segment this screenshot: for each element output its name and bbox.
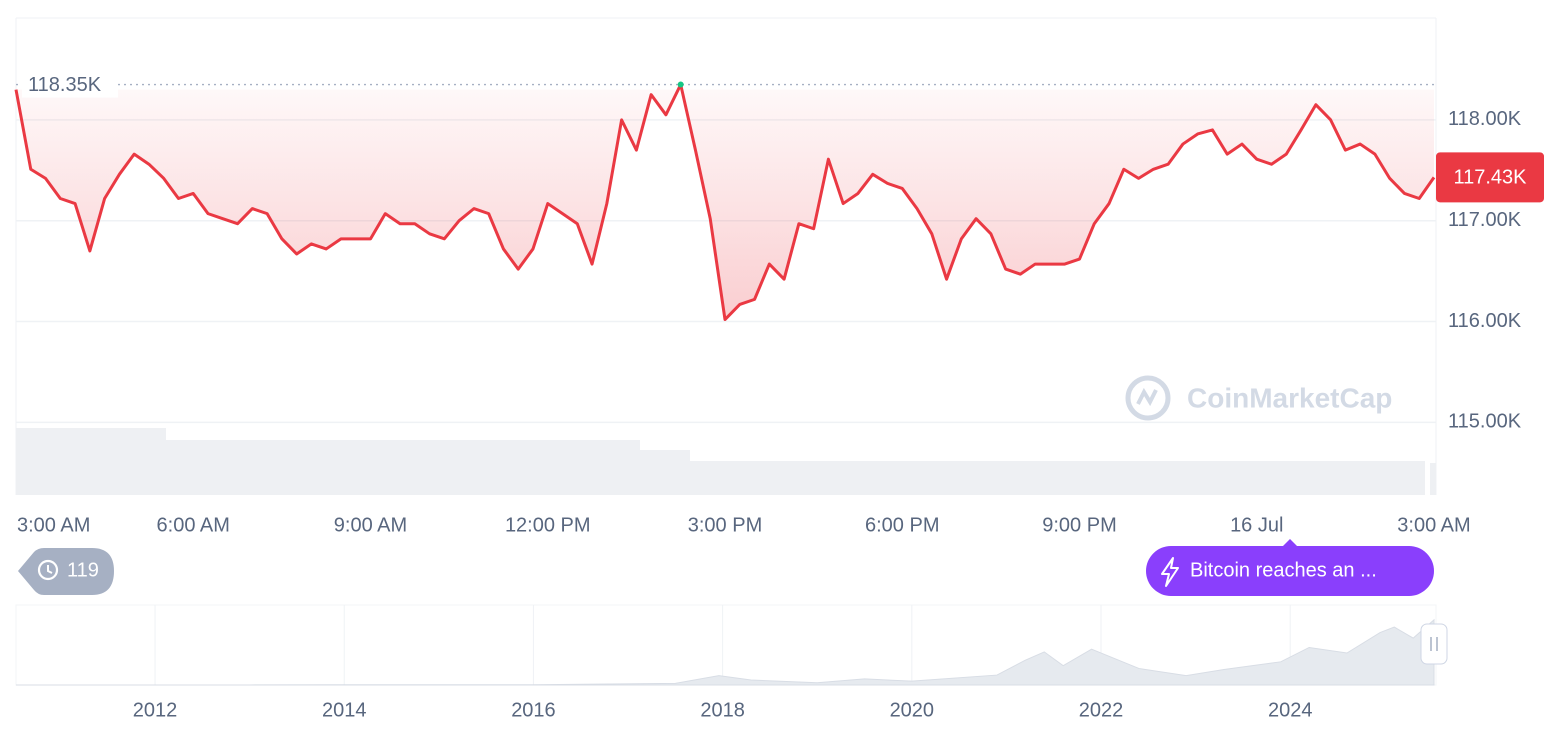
events-badge[interactable]: 119 [18,548,114,595]
x-tick-label: 9:00 PM [1042,514,1116,536]
history-area [15,618,1435,686]
x-tick-label: 12:00 PM [505,514,591,536]
x-tick-label: 9:00 AM [334,514,407,536]
watermark-text: CoinMarketCap [1187,382,1392,413]
y-tick-label: 118.00K [1448,108,1522,130]
event-pill[interactable]: Bitcoin reaches an ... [1146,539,1434,596]
x-tick-label: 2018 [700,699,745,721]
y-tick-label: 115.00K [1448,411,1522,433]
events-count: 119 [67,559,99,581]
price-line [14,83,1436,322]
watermark: CoinMarketCap [1125,375,1392,421]
high-label-bg [22,71,118,98]
x-tick-label: 6:00 PM [865,514,939,536]
navigator: 2012 2014 2016 2018 2020 2022 2024 [15,605,1435,721]
navigator-handle[interactable] [1420,623,1448,665]
x-tick-label: 2012 [133,699,178,721]
price-badge-label: 117.43K [1453,167,1527,189]
main-chart: 115.00K 116.00K 117.00K 118.00K 3:00 AM 6:00 … [14,71,1544,536]
y-tick-label: 117.00K [1448,209,1522,231]
x-tick-label: 6:00 AM [157,514,230,536]
x-tick-label: 3:00 PM [688,514,762,536]
x-tick-label: 2014 [322,699,367,721]
price-area [16,84,1434,320]
price-badge [1436,152,1544,203]
x-tick-label: 3:00 AM [17,514,90,536]
x-tick-label: 16 Jul [1230,514,1283,536]
x-tick-label: 2024 [1268,699,1313,721]
x-tick-label: 2020 [890,699,935,721]
volume-band [16,428,1436,495]
x-tick-label: 2022 [1079,699,1124,721]
high-label: 118.35K [28,74,102,96]
event-label: Bitcoin reaches an ... [1190,559,1377,581]
y-tick-label: 116.00K [1448,310,1522,332]
x-tick-label: 3:00 AM [1397,514,1470,536]
x-tick-label: 2016 [511,699,556,721]
high-point [677,81,684,88]
